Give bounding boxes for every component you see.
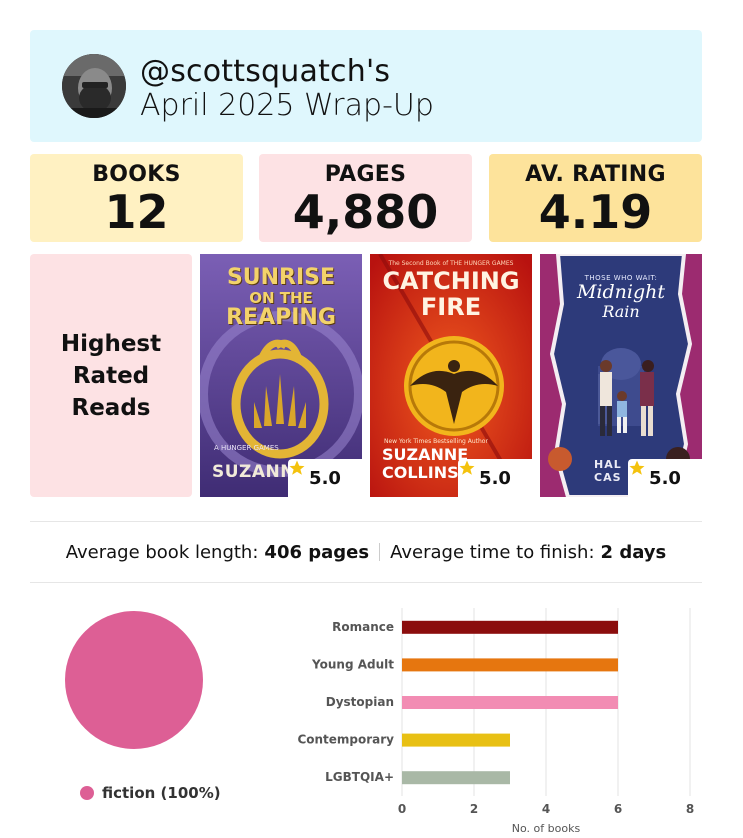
cover-title-line2: FIRE <box>420 293 482 321</box>
avatar[interactable] <box>62 54 126 118</box>
rating-stat-card: AV. RATING 4.19 <box>489 154 702 242</box>
star-icon <box>289 460 305 475</box>
legend-dot <box>80 786 94 800</box>
pie-legend-label: fiction (100%) <box>102 784 221 802</box>
pages-stat-card: PAGES 4,880 <box>259 154 472 242</box>
rating-badge: 5.0 <box>458 459 532 497</box>
cover-title-line1: SUNRISE <box>226 265 336 290</box>
highest-rated-panel: Highest Rated Reads <box>30 254 192 497</box>
category-label: LGBTQIA+ <box>325 770 394 784</box>
wrapup-title: April 2025 Wrap-Up <box>140 88 434 123</box>
bar <box>402 771 510 785</box>
cover-series-text: A HUNGER GAMES <box>214 444 279 452</box>
divider-bottom <box>30 582 702 583</box>
cover-title-line2: Rain <box>602 302 640 321</box>
bar <box>402 658 618 672</box>
pie-legend: fiction (100%) <box>80 784 221 802</box>
x-tick-label: 0 <box>398 802 406 816</box>
cover-series-text: THOSE WHO WAIT: <box>584 274 658 282</box>
fiction-pie-chart <box>65 611 203 749</box>
star-icon <box>629 460 645 475</box>
rating-value: 5.0 <box>479 467 511 489</box>
cover-author-line1: HAL <box>594 458 622 471</box>
rating-badge: 5.0 <box>288 459 362 497</box>
category-label: Contemporary <box>297 733 394 747</box>
book-cover-catching-fire[interactable]: The Second Book of THE HUNGER GAMES CATC… <box>370 254 532 497</box>
bar <box>402 696 618 709</box>
x-tick-label: 4 <box>542 802 550 816</box>
divider-top <box>30 521 702 522</box>
averages-row: Average book length: 406 pages Average t… <box>30 522 702 582</box>
x-tick-label: 2 <box>470 802 478 816</box>
avg-length-label: Average book length: <box>65 541 259 563</box>
cover-title-line2: ON THE <box>249 289 313 307</box>
bar <box>402 733 510 747</box>
category-label: Dystopian <box>326 695 394 709</box>
x-tick-label: 8 <box>686 802 694 816</box>
username-handle: @scottsquatch's <box>140 54 391 89</box>
cover-author: SUZANNE <box>212 462 308 482</box>
x-tick-label: 6 <box>614 802 622 816</box>
averages-separator <box>379 543 381 561</box>
cover-title-line1: Midnight <box>576 281 666 303</box>
wrapup-header: @scottsquatch's April 2025 Wrap-Up <box>30 30 702 142</box>
rating-value: 4.19 <box>538 185 653 239</box>
books-stat-card: BOOKS 12 <box>30 154 243 242</box>
cover-title-line1: CATCHING <box>382 267 520 295</box>
bar <box>402 620 618 634</box>
genre-bar-chart: 0 2 4 6 8 Romance Young Adult Dystopian Contempo… <box>297 608 694 835</box>
cover-author-line2: CAS <box>594 471 622 484</box>
avg-time-value: 2 days <box>600 541 667 563</box>
avg-length-value: 406 pages <box>264 541 370 563</box>
highest-rated-title: Highest Rated Reads <box>60 330 162 421</box>
category-label: Young Adult <box>311 657 394 671</box>
x-axis-label: No. of books <box>512 822 581 835</box>
cover-tagline: New York Times Bestselling Author <box>384 438 488 445</box>
rating-value: 5.0 <box>649 467 681 489</box>
cover-title-line3: REAPING <box>226 305 336 330</box>
pie-slice-fiction <box>65 611 203 749</box>
rating-badge: 5.0 <box>628 459 702 497</box>
category-label: Romance <box>332 620 394 634</box>
book-cover-sunrise-on-the-reaping[interactable]: SUNRISE ON THE REAPING A HUNGER GAMES SU… <box>200 254 362 497</box>
rating-value: 5.0 <box>309 467 341 489</box>
avg-time-label: Average time to finish: <box>390 541 595 563</box>
pages-label: PAGES <box>324 162 407 187</box>
cover-author-line2: COLLINS <box>382 463 459 482</box>
cover-author-line1: SUZANNE <box>382 445 469 464</box>
books-label: BOOKS <box>92 162 181 187</box>
book-cover-midnight-rain[interactable]: THOSE WHO WAIT: Midnight Rain HAL CAS 5.… <box>540 254 702 497</box>
pages-value: 4,880 <box>292 185 439 239</box>
cover-series-text: The Second Book of THE HUNGER GAMES <box>388 260 514 267</box>
books-value: 12 <box>104 185 169 239</box>
rating-label: AV. RATING <box>525 162 666 187</box>
star-icon <box>459 460 475 475</box>
